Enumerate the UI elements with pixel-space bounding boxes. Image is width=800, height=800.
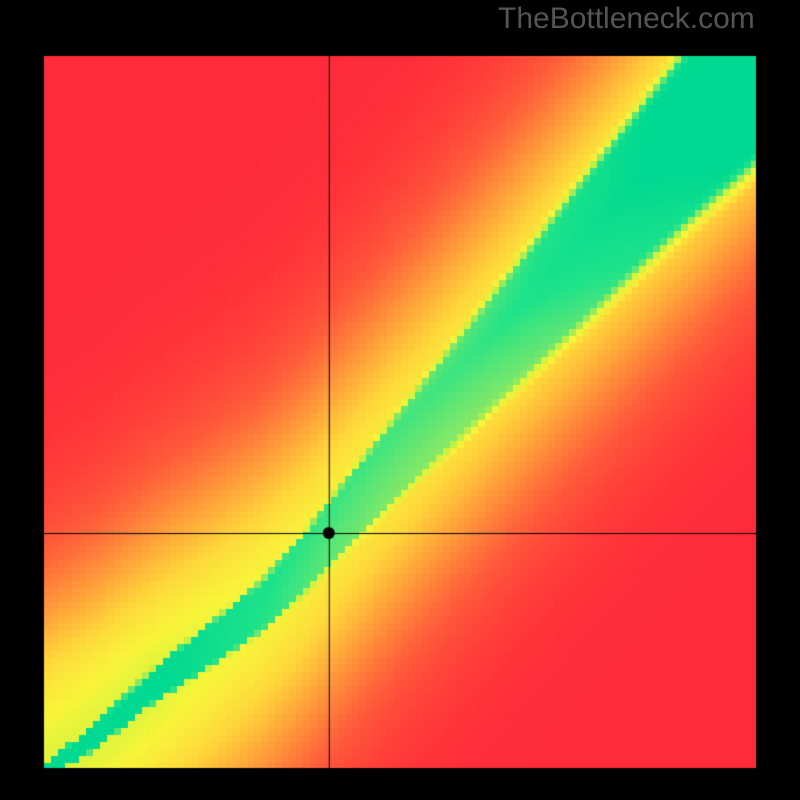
chart-stage: TheBottleneck.com — [0, 0, 800, 800]
heatmap-canvas — [0, 0, 800, 800]
attribution-text: TheBottleneck.com — [498, 2, 755, 36]
